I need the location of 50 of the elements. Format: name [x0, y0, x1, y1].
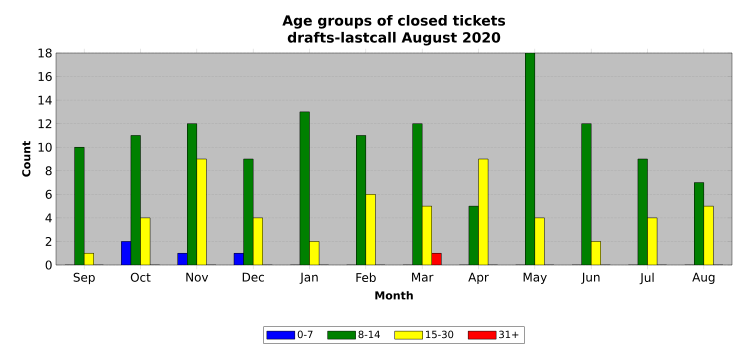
y-tick-label: 14 [38, 96, 52, 104]
bar [309, 241, 320, 265]
x-tick-label: Apr [468, 272, 489, 284]
x-axis-title: Month [375, 291, 413, 300]
y-tick-label: 18 [38, 48, 52, 58]
bar [412, 124, 422, 265]
legend-label: 0-7 [298, 330, 313, 338]
bar [140, 218, 150, 265]
bar [694, 182, 704, 265]
y-tick-label: 0 [46, 260, 52, 270]
bar [243, 158, 254, 265]
bar [196, 158, 207, 265]
x-tick-label: Mar [412, 272, 434, 282]
chart-subtitle: drafts-lastcall August 2020 [288, 32, 500, 46]
legend-label: 15-30 [426, 330, 454, 338]
x-tick-label: Aug [692, 272, 714, 284]
bar [704, 206, 714, 265]
chart-title: Age groups of closed tickets [282, 14, 506, 29]
bar [534, 218, 545, 265]
bar [590, 241, 601, 265]
y-tick-label: 2 [46, 237, 52, 246]
bar [647, 218, 658, 265]
x-tick-label: Dec [242, 272, 264, 282]
legend-label: 8-14 [358, 330, 380, 338]
bar [478, 158, 488, 265]
y-tick-label: 8 [46, 166, 52, 176]
bar [121, 241, 132, 265]
bar [581, 123, 592, 265]
x-tick-label: Jan [300, 272, 318, 284]
bar [366, 194, 376, 265]
bar [525, 53, 536, 265]
x-tick-label: Nov [186, 272, 208, 282]
bar [252, 218, 263, 265]
y-tick-label: 16 [38, 72, 52, 82]
y-axis-title: Count [22, 141, 30, 177]
x-tick-label: Oct [130, 272, 151, 282]
x-tick-label: Jul [640, 272, 654, 284]
bar [187, 123, 198, 265]
legend-label: 31+ [499, 330, 518, 338]
y-tick-label: 12 [38, 119, 52, 128]
x-tick-label: Jun [581, 272, 600, 284]
bar [74, 146, 84, 265]
y-tick-label: 4 [45, 214, 52, 222]
y-tick-label: 6 [46, 190, 52, 199]
x-tick-label: Sep [74, 272, 95, 284]
y-tick-label: 10 [38, 142, 52, 152]
bar [356, 135, 366, 265]
bar [422, 206, 432, 265]
x-tick-label: May [524, 272, 547, 284]
x-tick-label: Feb [356, 272, 376, 282]
